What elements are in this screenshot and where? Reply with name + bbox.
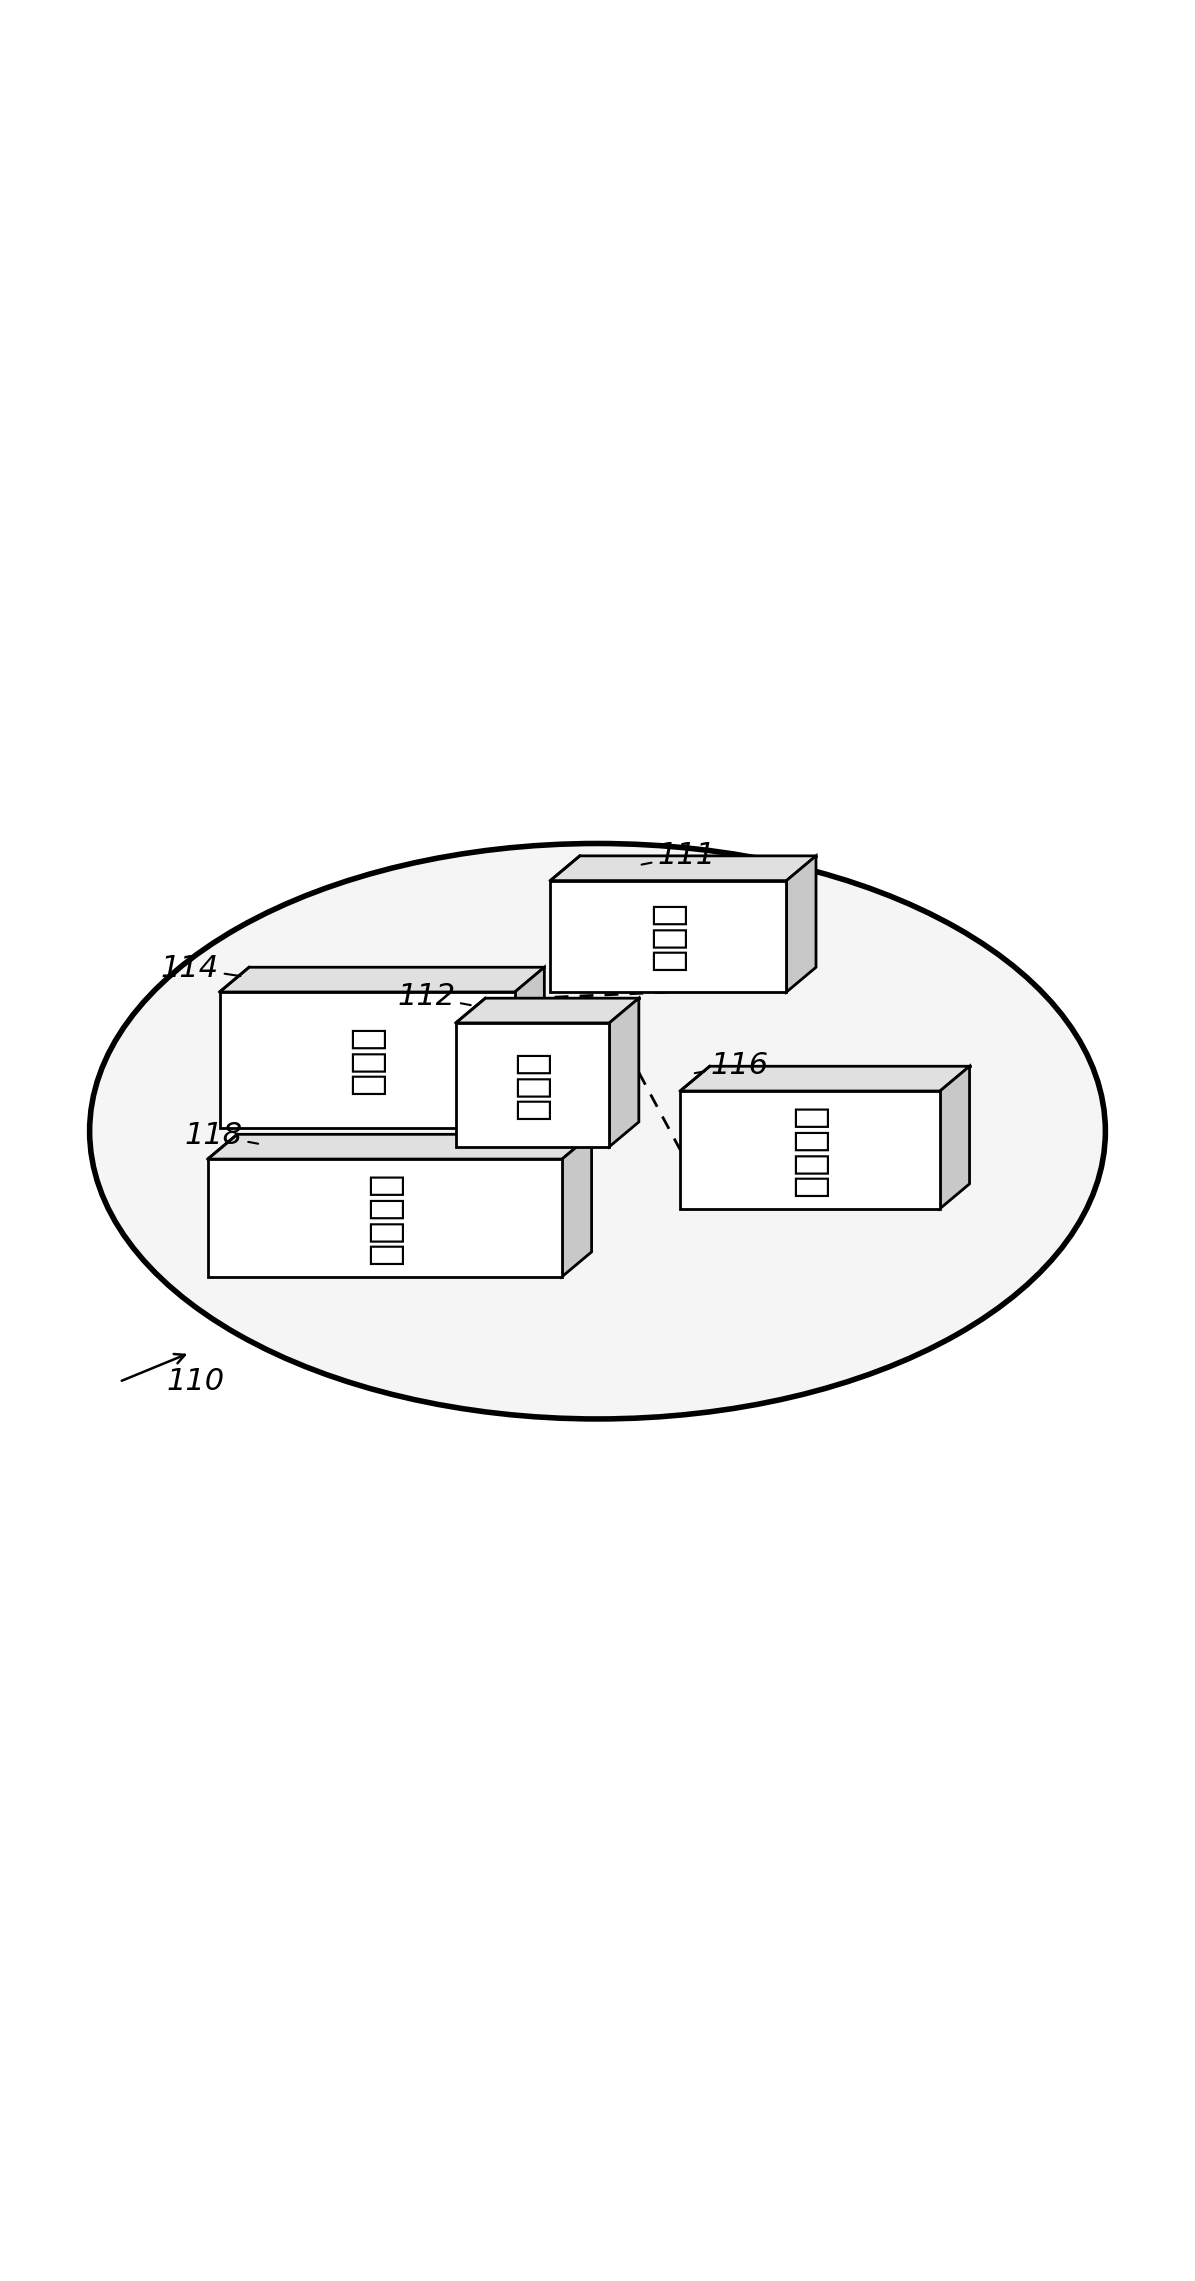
Text: 存储器: 存储器 xyxy=(348,1024,386,1095)
Polygon shape xyxy=(220,992,515,1129)
Text: 116: 116 xyxy=(694,1052,768,1079)
Polygon shape xyxy=(455,999,639,1022)
Polygon shape xyxy=(680,1065,969,1090)
Polygon shape xyxy=(220,967,545,992)
Polygon shape xyxy=(550,880,786,992)
Polygon shape xyxy=(455,1022,609,1147)
Polygon shape xyxy=(680,1090,940,1209)
Ellipse shape xyxy=(90,844,1105,1419)
Text: 112: 112 xyxy=(397,983,471,1010)
Text: 118: 118 xyxy=(184,1120,258,1150)
Polygon shape xyxy=(550,855,816,880)
Text: 供电电路: 供电电路 xyxy=(366,1170,404,1264)
Text: 111: 111 xyxy=(642,842,715,871)
Polygon shape xyxy=(515,967,545,1129)
Polygon shape xyxy=(208,1134,592,1159)
Polygon shape xyxy=(562,1134,592,1277)
Polygon shape xyxy=(940,1065,969,1209)
Text: 传感器: 传感器 xyxy=(649,901,687,972)
Text: 114: 114 xyxy=(161,953,240,983)
Text: 110: 110 xyxy=(166,1366,225,1396)
Polygon shape xyxy=(609,999,639,1147)
Polygon shape xyxy=(208,1159,562,1277)
Text: 通信电路: 通信电路 xyxy=(791,1104,829,1198)
Text: 处理器: 处理器 xyxy=(514,1049,552,1120)
Polygon shape xyxy=(786,855,816,992)
